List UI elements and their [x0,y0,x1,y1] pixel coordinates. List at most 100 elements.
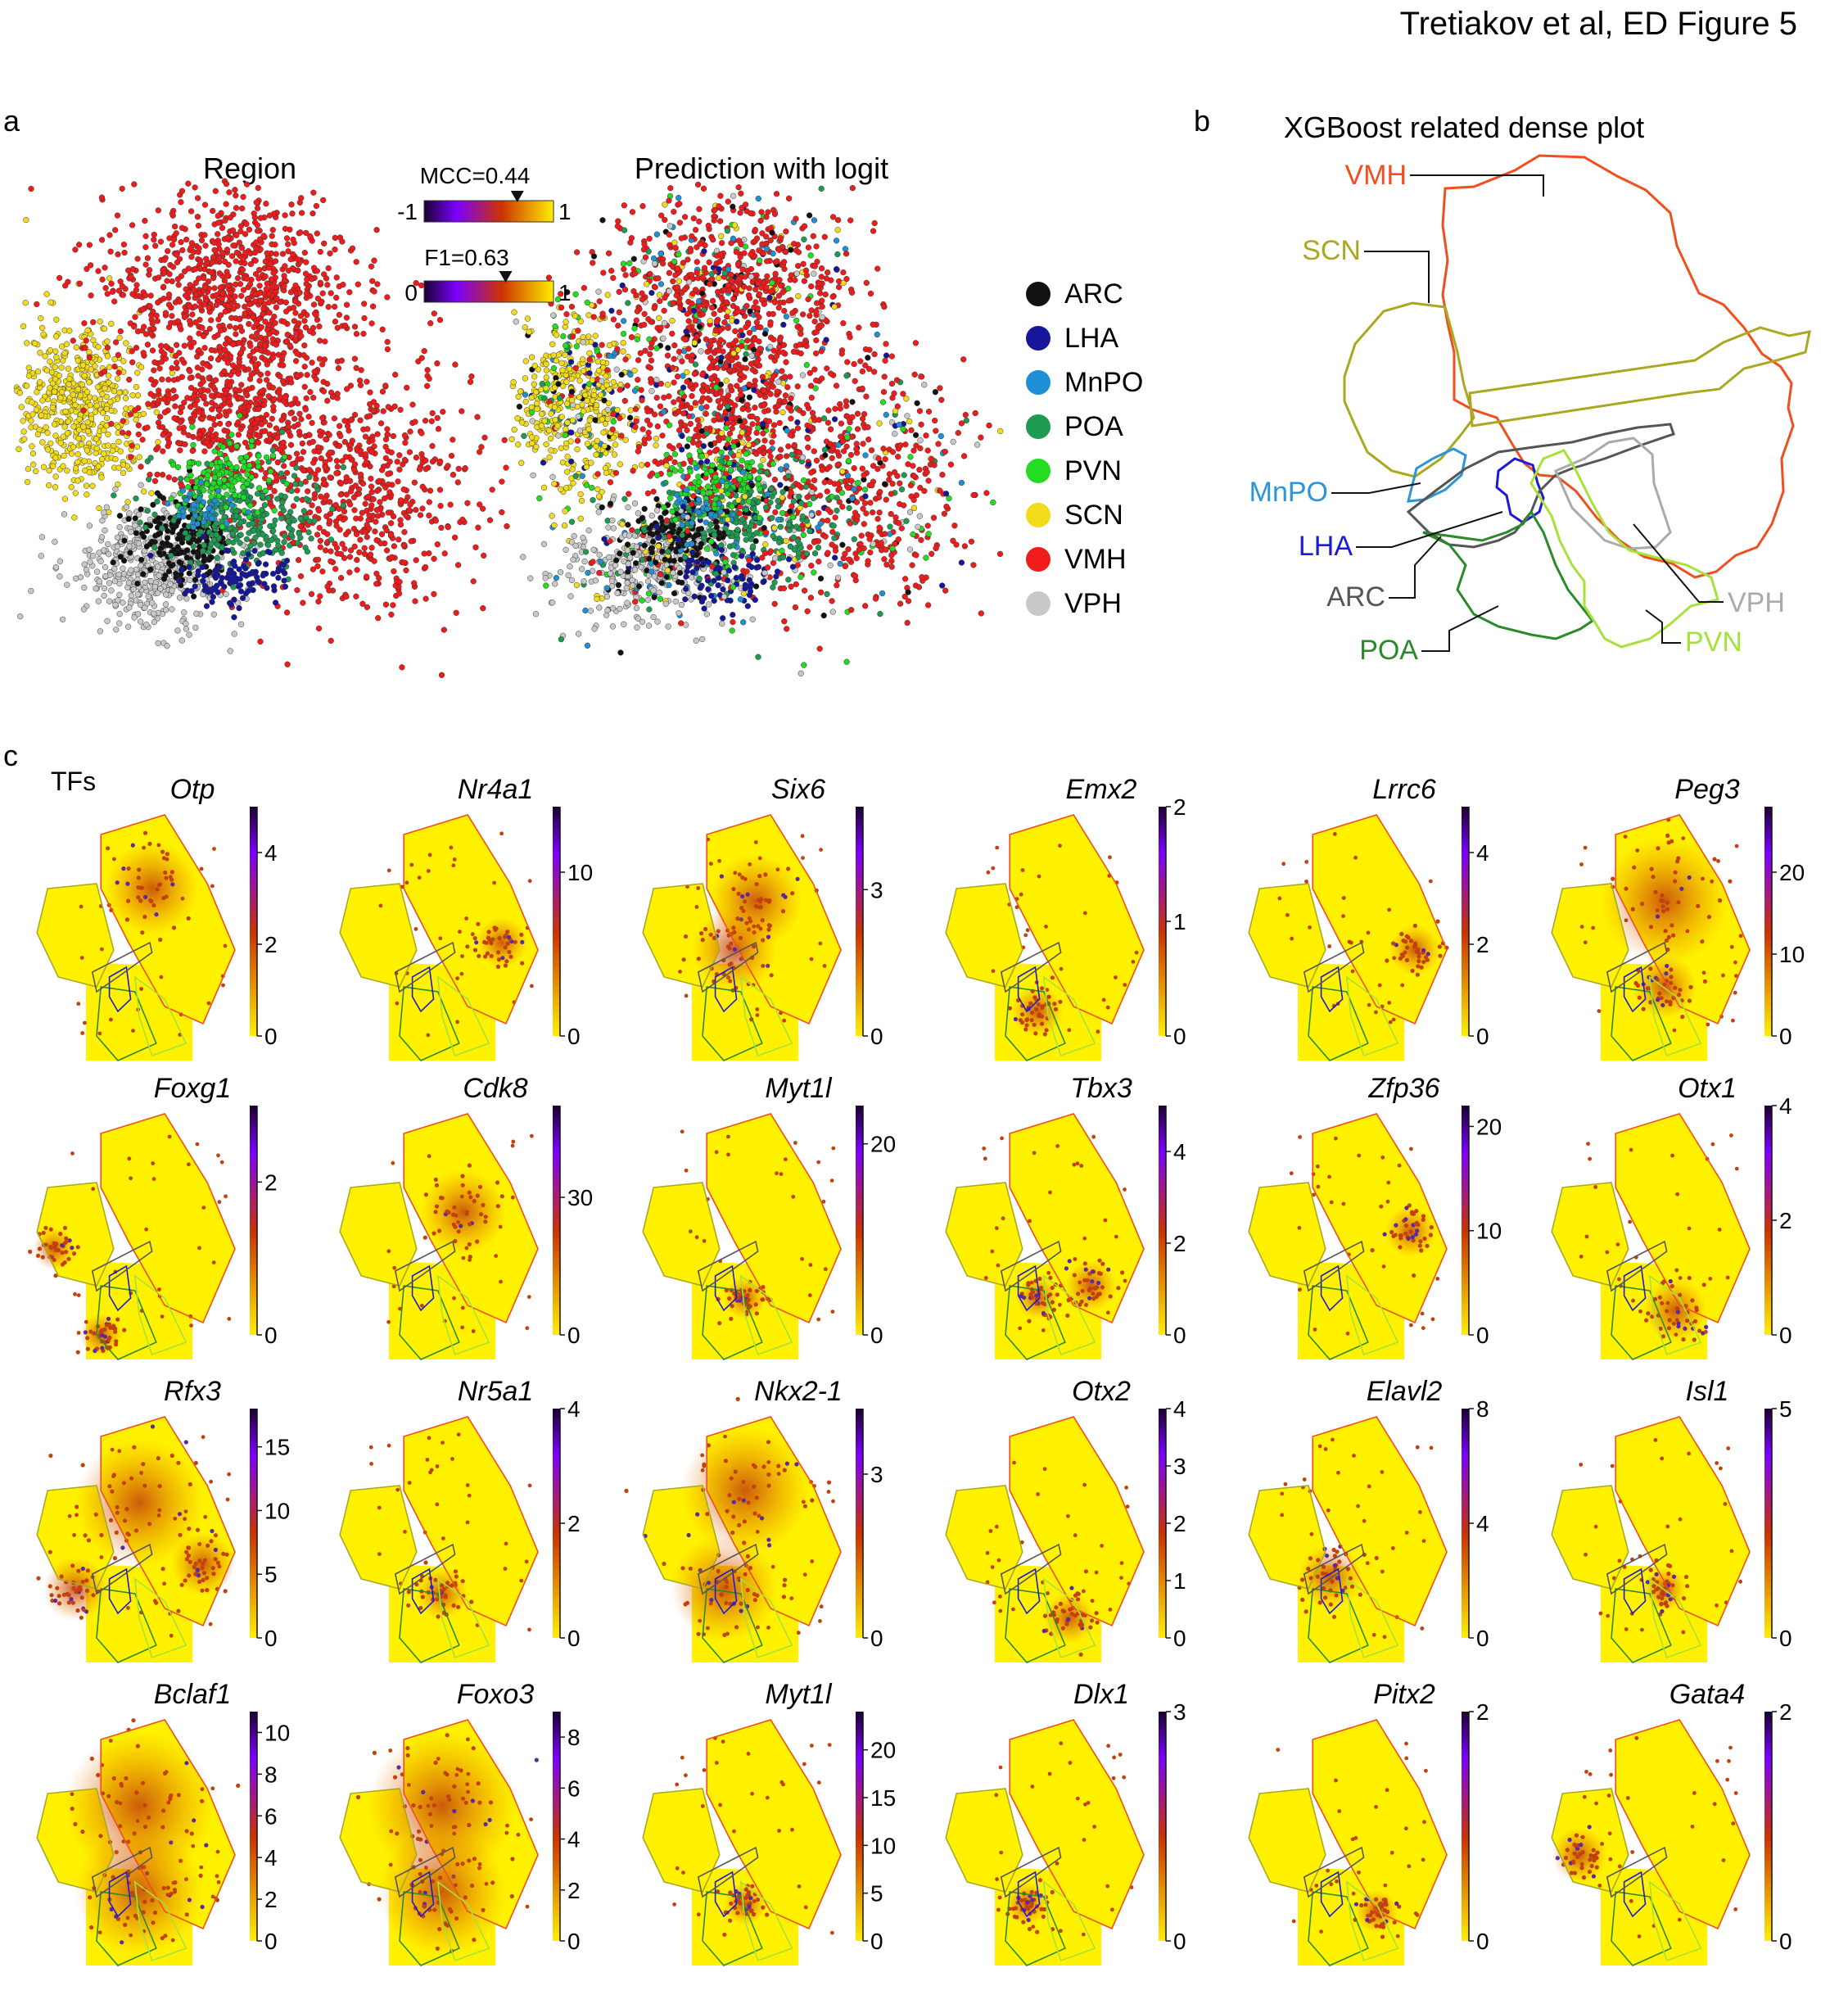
cell-point [295,557,302,563]
cell-point [639,290,645,296]
cell-point [249,580,255,586]
cell-point [284,661,291,667]
cell-point [121,249,128,256]
cell-point [323,513,330,520]
cell-point [616,288,622,296]
cell-point [211,497,219,504]
cell-point [842,246,849,252]
cell-point [371,257,377,264]
cell-point [86,469,93,476]
cell-point [246,432,253,439]
cell-point [293,450,300,457]
cell-point [141,533,147,541]
cell-point [321,240,328,247]
cell-point [142,524,149,531]
cell-point [655,275,662,282]
cell-point [125,580,132,586]
cell-point [237,281,244,287]
cell-point [555,432,562,439]
cell-point [607,479,614,486]
cell-point [426,499,432,505]
cell-point [215,464,221,471]
cell-point [179,487,187,494]
cell-point [222,308,228,315]
cell-point [287,531,295,538]
cell-point [237,412,243,419]
cell-point [174,544,181,550]
cell-point [287,542,293,549]
cell-point [309,419,315,427]
cell-point [224,491,230,498]
cell-point [213,532,219,538]
cell-point [235,432,242,438]
cell-point [343,314,350,321]
cell-point [707,318,713,324]
cell-point [255,463,262,470]
cell-point [707,365,713,372]
cell-point [171,415,178,422]
cell-point [129,265,136,273]
cell-point [376,575,382,581]
cell-point [208,515,215,522]
cell-point [538,410,545,418]
cell-point [230,559,237,565]
cell-point [140,410,147,418]
cell-point [676,201,683,207]
cell-point [771,299,779,305]
cell-point [603,469,610,477]
cell-point [662,201,668,208]
cell-point [219,250,226,256]
cell-point [269,536,275,544]
cell-point [825,269,831,276]
cell-point [116,611,123,617]
cell-point [434,360,441,367]
cell-point [255,405,262,413]
cell-point [678,235,685,242]
cell-point [328,536,335,543]
cell-point [569,417,576,423]
cell-point [86,354,93,360]
cell-point [278,417,285,423]
cell-point [291,415,298,422]
cell-point [756,247,762,254]
cell-point [572,364,579,372]
cell-point [165,292,173,298]
cell-point [216,563,223,570]
cell-point [200,427,206,434]
cell-point [84,447,91,454]
cell-point [109,447,116,454]
cell-point [25,373,33,379]
cell-point [93,402,100,409]
cell-point [294,586,300,594]
cell-point [80,407,87,414]
cell-point [452,361,459,368]
cell-point [436,486,444,493]
cell-point [675,348,683,355]
cell-point [627,407,635,414]
cell-point [200,274,207,282]
cell-point [613,366,620,373]
cell-point [142,217,148,224]
cell-point [104,353,111,360]
cell-point [302,324,310,331]
cell-point [475,524,481,531]
cell-point [97,319,103,325]
cell-point [117,448,124,455]
cell-point [131,614,138,621]
cell-point [593,443,599,450]
cell-point [266,549,273,556]
cell-point [387,520,395,527]
cell-point [776,299,784,306]
cell-point [96,578,102,585]
cell-point [265,477,272,484]
cell-point [105,442,111,449]
cell-point [128,454,134,460]
cell-point [715,288,721,296]
cell-point [451,534,459,541]
cell-point [219,224,226,231]
cell-point [181,609,188,616]
cell-point [368,320,375,327]
cell-point [52,364,58,370]
cell-point [380,408,386,414]
cell-point [293,495,300,502]
